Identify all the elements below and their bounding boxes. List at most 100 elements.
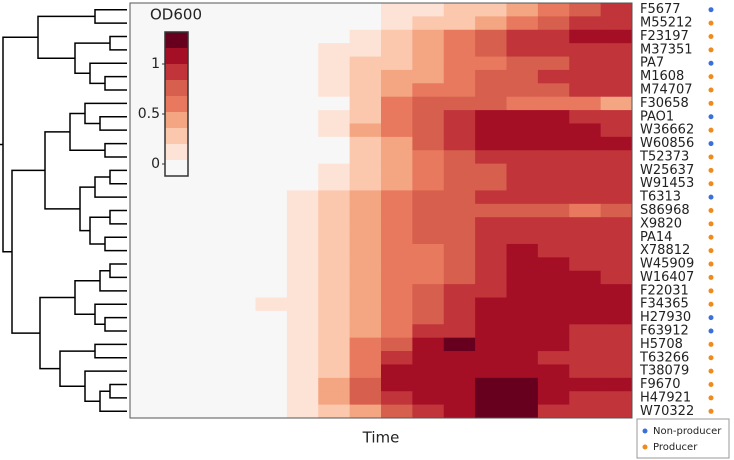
heatmap-cell bbox=[506, 190, 539, 205]
heatmap-cell bbox=[537, 190, 570, 205]
heatmap-cell bbox=[412, 43, 445, 58]
heatmap-cell bbox=[475, 270, 507, 285]
heatmap-cell bbox=[475, 3, 507, 17]
row-label: X9820 bbox=[640, 216, 682, 231]
heatmap-cell bbox=[412, 351, 445, 365]
dendrogram bbox=[0, 8, 127, 413]
dendrogram-branch bbox=[89, 216, 110, 245]
heatmap-cell bbox=[130, 310, 162, 325]
heatmap-cell bbox=[318, 123, 351, 138]
heatmap-cell bbox=[412, 163, 445, 178]
heatmap-cell bbox=[412, 310, 445, 325]
heatmap-cell bbox=[412, 391, 445, 406]
heatmap-cell bbox=[192, 190, 225, 205]
heatmap-cell bbox=[192, 257, 225, 272]
heatmap-cell bbox=[381, 69, 413, 84]
heatmap-cell bbox=[569, 3, 602, 17]
row-label: W60856 bbox=[640, 136, 694, 151]
heatmap-cell bbox=[318, 377, 351, 392]
heatmap-cell bbox=[475, 217, 507, 232]
heatmap-cell bbox=[224, 217, 256, 232]
heatmap-cell bbox=[412, 404, 445, 419]
heatmap-cell bbox=[506, 3, 539, 17]
heatmap-cell bbox=[161, 364, 194, 379]
heatmap-cell bbox=[443, 96, 476, 111]
group-marker bbox=[708, 368, 714, 374]
heatmap-cell bbox=[443, 29, 476, 44]
heatmap-cell bbox=[318, 230, 351, 245]
heatmap-cell bbox=[569, 150, 602, 165]
heatmap-cell bbox=[255, 351, 288, 365]
colorbar-frame bbox=[164, 31, 189, 177]
dendrogram-branch bbox=[109, 263, 127, 279]
heatmap-cell bbox=[192, 297, 225, 312]
group-marker bbox=[708, 221, 714, 227]
heatmap-cell bbox=[537, 217, 570, 232]
heatmap-cell bbox=[255, 270, 288, 285]
heatmap-cell bbox=[412, 56, 445, 71]
row-label: F23197 bbox=[640, 29, 689, 44]
heatmap-cell bbox=[318, 404, 351, 419]
heatmap-cell bbox=[255, 257, 288, 272]
heatmap-cell bbox=[130, 203, 162, 218]
heatmap-cell bbox=[224, 203, 256, 218]
group-marker bbox=[708, 328, 714, 334]
heatmap-cell bbox=[318, 297, 351, 312]
heatmap-cell bbox=[506, 16, 539, 31]
legend-box bbox=[636, 418, 730, 459]
heatmap-cell bbox=[537, 177, 570, 191]
heatmap-cell bbox=[318, 190, 351, 205]
heatmap-cell bbox=[443, 230, 476, 245]
heatmap-cell bbox=[537, 284, 570, 299]
heatmap-cell bbox=[255, 110, 288, 124]
heatmap-cell bbox=[286, 324, 319, 339]
legend-label: Producer bbox=[653, 442, 698, 453]
heatmap-cell bbox=[569, 56, 602, 71]
heatmap-cell bbox=[349, 217, 382, 232]
heatmap-cell bbox=[130, 391, 162, 406]
group-marker bbox=[708, 288, 714, 294]
heatmap-cell bbox=[318, 163, 351, 178]
row-label: M74707 bbox=[640, 83, 693, 98]
dendrogram-branch bbox=[104, 316, 127, 332]
heatmap-cell bbox=[569, 203, 602, 218]
heatmap-cell bbox=[569, 96, 602, 111]
dendrogram-branch bbox=[109, 383, 127, 399]
heatmap-cell bbox=[600, 136, 633, 151]
dendrogram-branch bbox=[99, 116, 127, 131]
heatmap-cell bbox=[318, 391, 351, 406]
heatmap-cell bbox=[412, 150, 445, 165]
group-marker bbox=[708, 114, 714, 120]
heatmap-cell bbox=[412, 297, 445, 312]
heatmap-cell bbox=[443, 177, 476, 191]
heatmap-cell bbox=[161, 217, 194, 232]
heatmap-cell bbox=[286, 136, 319, 151]
heatmap-cell bbox=[192, 203, 225, 218]
heatmap-cell bbox=[381, 123, 413, 138]
heatmap-cell bbox=[506, 270, 539, 285]
dendrogram-branch bbox=[104, 236, 127, 252]
heatmap-cell bbox=[224, 230, 256, 245]
heatmap-cell bbox=[130, 230, 162, 245]
heatmap-cell bbox=[443, 56, 476, 71]
heatmap-cell bbox=[506, 136, 539, 151]
heatmap-cell bbox=[130, 69, 162, 84]
heatmap-cell bbox=[349, 351, 382, 365]
heatmap-cell bbox=[600, 391, 633, 406]
group-marker bbox=[708, 261, 714, 267]
heatmap-cell bbox=[255, 217, 288, 232]
heatmap-cell bbox=[224, 351, 256, 365]
heatmap-cell bbox=[255, 243, 288, 258]
dendrogram-branch bbox=[104, 142, 127, 158]
colorbar-bin bbox=[165, 80, 188, 96]
heatmap-cell bbox=[286, 257, 319, 272]
heatmap-cell bbox=[286, 29, 319, 44]
heatmap-cell bbox=[412, 123, 445, 138]
heatmap-cell bbox=[381, 136, 413, 151]
heatmap-cell bbox=[161, 230, 194, 245]
heatmap-cell bbox=[569, 217, 602, 232]
dendrogram-branch bbox=[84, 370, 127, 403]
heatmap-cell bbox=[600, 3, 633, 17]
heatmap-cell bbox=[600, 96, 633, 111]
dendrogram-branch bbox=[84, 102, 127, 125]
